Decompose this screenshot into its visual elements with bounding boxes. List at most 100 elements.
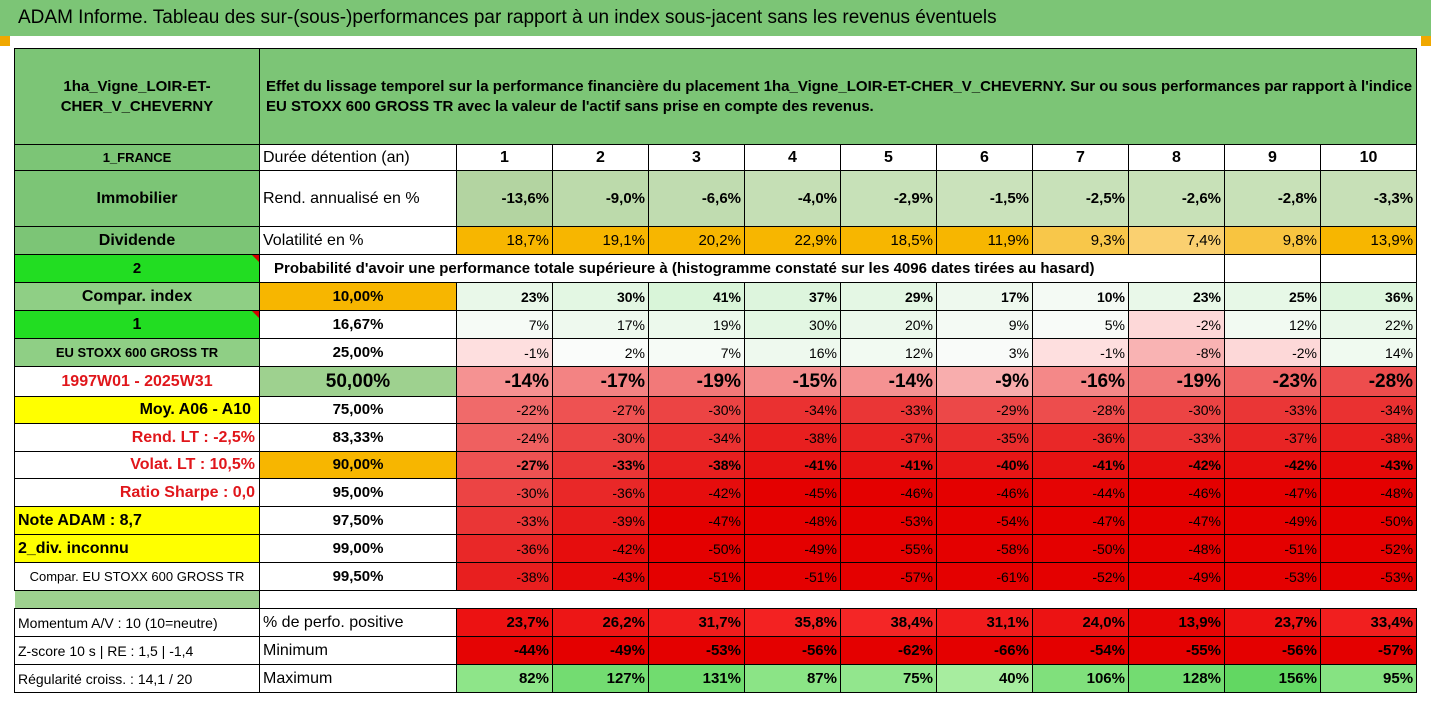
summary-value: 127% xyxy=(552,664,649,693)
volatility-value: 13,9% xyxy=(1319,226,1418,255)
summary-value: 95% xyxy=(1319,664,1418,693)
quantile-value: -39% xyxy=(552,506,649,535)
performance-table: 1ha_Vigne_LOIR-ET-CHER_V_CHEVERNY Effet … xyxy=(14,48,1418,693)
quantile-value: -53% xyxy=(1319,562,1418,591)
quantile-value: -37% xyxy=(1224,423,1321,452)
quantile-value: 36% xyxy=(1319,282,1418,311)
summary-value: 31,1% xyxy=(936,608,1033,637)
quantile-value: 14% xyxy=(1319,338,1418,367)
year-header: 3 xyxy=(648,144,745,171)
quantile-left-label: 1997W01 - 2025W31 xyxy=(14,366,260,397)
category-cell: Immobilier xyxy=(14,170,260,227)
summary-value: -55% xyxy=(1128,636,1225,665)
quantile-value: -46% xyxy=(1128,478,1225,507)
quantile-value: -33% xyxy=(840,396,937,424)
dividend-cell: Dividende xyxy=(14,226,260,255)
quantile-percent: 83,33% xyxy=(259,423,457,452)
quantile-value: -49% xyxy=(1128,562,1225,591)
quantile-percent: 50,00% xyxy=(259,366,457,397)
summary-value: 31,7% xyxy=(648,608,745,637)
year-header: 8 xyxy=(1128,144,1225,171)
summary-value: -49% xyxy=(552,636,649,665)
quantile-value: -51% xyxy=(1224,534,1321,563)
quantile-value: -53% xyxy=(1224,562,1321,591)
annual-return-value: -13,6% xyxy=(456,170,553,227)
quantile-value: -50% xyxy=(648,534,745,563)
report-title: ADAM Informe. Tableau des sur-(sous-)per… xyxy=(0,0,1431,36)
quantile-percent: 95,00% xyxy=(259,478,457,507)
quantile-value: -61% xyxy=(936,562,1033,591)
quantile-value: -48% xyxy=(744,506,841,535)
quantile-value: 30% xyxy=(552,282,649,311)
quantile-value: -14% xyxy=(840,366,937,397)
summary-value: 23,7% xyxy=(1224,608,1321,637)
quantile-value: 7% xyxy=(648,338,745,367)
quantile-value: -33% xyxy=(1224,396,1321,424)
volatility-row: Dividende Volatilité en % 18,7% 19,1% 20,2% 2… xyxy=(14,226,1418,255)
quantile-value: 20% xyxy=(840,310,937,339)
header-row: 1ha_Vigne_LOIR-ET-CHER_V_CHEVERNY Effet … xyxy=(14,48,1418,145)
quantile-value: -47% xyxy=(648,506,745,535)
summary-row: Z-score 10 s | RE : 1,5 | -1,4 Minimum -44… xyxy=(14,636,1418,665)
quantile-value: 7% xyxy=(456,310,553,339)
quantile-row: EU STOXX 600 GROSS TR 25,00% -1% 2% 7% 16% 12%… xyxy=(14,338,1418,367)
quantile-value: -19% xyxy=(1128,366,1225,397)
year-header: 7 xyxy=(1032,144,1129,171)
quantile-value: -30% xyxy=(552,423,649,452)
summary-value: -56% xyxy=(1224,636,1321,665)
quantile-row: 1997W01 - 2025W31 50,00% -14% -17% -19% -15% -… xyxy=(14,366,1418,397)
year-header: 9 xyxy=(1224,144,1321,171)
quantile-value: -55% xyxy=(840,534,937,563)
quantile-value: -45% xyxy=(744,478,841,507)
quantile-value: -34% xyxy=(648,423,745,452)
corner-marker-left xyxy=(0,36,10,46)
quantile-percent: 75,00% xyxy=(259,396,457,424)
quantile-value: -57% xyxy=(840,562,937,591)
quantile-value: -30% xyxy=(1128,396,1225,424)
year-header: 10 xyxy=(1319,144,1418,171)
volatility-value: 11,9% xyxy=(936,226,1033,255)
summary-value: 106% xyxy=(1032,664,1129,693)
quantile-left-label: Compar. EU STOXX 600 GROSS TR xyxy=(14,562,260,591)
quantile-value: 10% xyxy=(1032,282,1129,311)
quantile-value: 16% xyxy=(744,338,841,367)
quantile-left-label: Volat. LT : 10,5% xyxy=(14,451,260,479)
asset-name-cell: 1ha_Vigne_LOIR-ET-CHER_V_CHEVERNY xyxy=(14,48,260,145)
quantile-percent: 10,00% xyxy=(259,282,457,311)
quantile-left-label: Ratio Sharpe : 0,0 xyxy=(14,478,260,507)
summary-value: 87% xyxy=(744,664,841,693)
quantile-value: -36% xyxy=(552,478,649,507)
year-header: 5 xyxy=(840,144,937,171)
quantile-row: Volat. LT : 10,5% 90,00% -27% -33% -38% -41% -… xyxy=(14,451,1418,479)
quantile-value: -1% xyxy=(1032,338,1129,367)
quantile-value: -19% xyxy=(648,366,745,397)
year-header: 6 xyxy=(936,144,1033,171)
quantile-value: -28% xyxy=(1032,396,1129,424)
quantile-row: Compar. EU STOXX 600 GROSS TR 99,50% -38% -… xyxy=(14,562,1418,591)
blank-cell xyxy=(1319,254,1418,283)
quantile-value: -42% xyxy=(648,478,745,507)
summary-value: 13,9% xyxy=(1128,608,1225,637)
quantile-value: -33% xyxy=(1128,423,1225,452)
quantile-value: -9% xyxy=(936,366,1033,397)
quantile-row: 2_div. inconnu 99,00% -36% -42% -50% -49% -55%… xyxy=(14,534,1418,563)
quantile-left-label: EU STOXX 600 GROSS TR xyxy=(14,338,260,367)
quantile-value: 30% xyxy=(744,310,841,339)
year-header: 1 xyxy=(456,144,553,171)
quantile-left-label: Rend. LT : -2,5% xyxy=(14,423,260,452)
quantile-value: -36% xyxy=(1032,423,1129,452)
quantile-value: -41% xyxy=(744,451,841,479)
quantile-value: -16% xyxy=(1032,366,1129,397)
spacer-cell xyxy=(14,590,260,609)
quantile-value: -17% xyxy=(552,366,649,397)
quantile-left-label: Moy. A06 - A10 xyxy=(14,396,260,424)
quantile-value: -38% xyxy=(744,423,841,452)
quantile-value: 9% xyxy=(936,310,1033,339)
quantile-value: -42% xyxy=(1128,451,1225,479)
annual-return-value: -2,6% xyxy=(1128,170,1225,227)
quantile-value: -46% xyxy=(936,478,1033,507)
quantile-value: -43% xyxy=(1319,451,1418,479)
quantile-value: -22% xyxy=(456,396,553,424)
annual-return-label: Rend. annualisé en % xyxy=(259,170,457,227)
quantile-value: -50% xyxy=(1319,506,1418,535)
